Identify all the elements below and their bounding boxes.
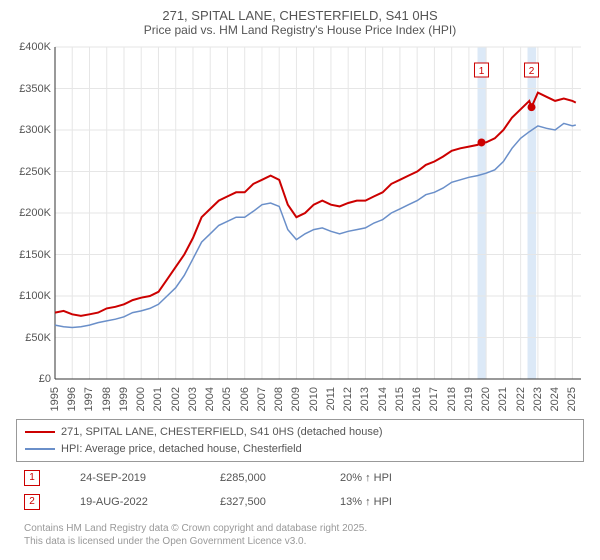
x-axis-label: 2014 [377, 387, 389, 411]
event-price: £285,000 [220, 472, 300, 484]
event-row: 1 24-SEP-2019 £285,000 20% ↑ HPI [16, 470, 584, 486]
y-axis-label: £0 [39, 373, 51, 385]
y-axis-label: £350K [19, 83, 51, 95]
x-axis-label: 2007 [256, 387, 268, 411]
x-axis-label: 2006 [239, 387, 251, 411]
x-axis-label: 2018 [446, 387, 458, 411]
event-date: 24-SEP-2019 [80, 472, 180, 484]
chart-svg: 12 [15, 43, 585, 383]
x-axis-label: 2009 [290, 387, 302, 411]
x-axis-label: 2008 [273, 387, 285, 411]
y-axis-label: £250K [19, 166, 51, 178]
chart: 12 £0£50K£100K£150K£200K£250K£300K£350K£… [15, 43, 585, 383]
x-axis-label: 2010 [308, 387, 320, 411]
x-axis-label: 1999 [118, 387, 130, 411]
legend: 271, SPITAL LANE, CHESTERFIELD, S41 0HS … [16, 419, 584, 462]
x-axis-label: 2020 [480, 387, 492, 411]
x-axis-label: 2022 [515, 387, 527, 411]
y-axis-label: £150K [19, 249, 51, 261]
x-axis-label: 1995 [49, 387, 61, 411]
x-axis-label: 2003 [187, 387, 199, 411]
x-axis-label: 2011 [325, 387, 337, 411]
legend-label: HPI: Average price, detached house, Ches… [61, 441, 302, 458]
legend-item: HPI: Average price, detached house, Ches… [25, 441, 575, 458]
footer-line2: This data is licensed under the Open Gov… [24, 535, 584, 548]
event-row: 2 19-AUG-2022 £327,500 13% ↑ HPI [16, 494, 584, 510]
x-axis-label: 1998 [101, 387, 113, 411]
x-axis-label: 2005 [221, 387, 233, 411]
title-line1: 271, SPITAL LANE, CHESTERFIELD, S41 0HS [10, 8, 590, 23]
y-axis-label: £50K [25, 332, 51, 344]
x-axis-label: 2023 [532, 387, 544, 411]
event-date: 19-AUG-2022 [80, 496, 180, 508]
footer-line1: Contains HM Land Registry data © Crown c… [24, 522, 584, 535]
x-axis-label: 2017 [428, 387, 440, 411]
event-delta: 13% ↑ HPI [340, 496, 392, 508]
footer: Contains HM Land Registry data © Crown c… [16, 522, 584, 548]
event-marker: 2 [24, 494, 40, 510]
legend-swatch [25, 448, 55, 450]
x-axis-label: 1997 [83, 387, 95, 411]
legend-item: 271, SPITAL LANE, CHESTERFIELD, S41 0HS … [25, 424, 575, 441]
svg-text:2: 2 [529, 66, 535, 77]
y-axis-label: £300K [19, 124, 51, 136]
x-axis-label: 1996 [66, 387, 78, 411]
event-marker: 1 [24, 470, 40, 486]
y-axis-label: £200K [19, 207, 51, 219]
x-axis-label: 2016 [411, 387, 423, 411]
y-axis-label: £100K [19, 290, 51, 302]
legend-swatch [25, 431, 55, 433]
x-axis-label: 2021 [497, 387, 509, 411]
x-axis-label: 2000 [135, 387, 147, 411]
y-axis-label: £400K [19, 41, 51, 53]
svg-text:1: 1 [479, 66, 485, 77]
x-axis-label: 2025 [566, 387, 578, 411]
event-price: £327,500 [220, 496, 300, 508]
title-line2: Price paid vs. HM Land Registry's House … [10, 23, 590, 37]
x-axis-label: 2013 [359, 387, 371, 411]
x-axis-label: 2024 [549, 387, 561, 411]
event-delta: 20% ↑ HPI [340, 472, 392, 484]
x-axis-label: 2001 [152, 387, 164, 411]
legend-label: 271, SPITAL LANE, CHESTERFIELD, S41 0HS … [61, 424, 383, 441]
x-axis-label: 2002 [170, 387, 182, 411]
x-axis-label: 2012 [342, 387, 354, 411]
x-axis-label: 2004 [204, 387, 216, 411]
x-axis-label: 2019 [463, 387, 475, 411]
x-axis-label: 2015 [394, 387, 406, 411]
